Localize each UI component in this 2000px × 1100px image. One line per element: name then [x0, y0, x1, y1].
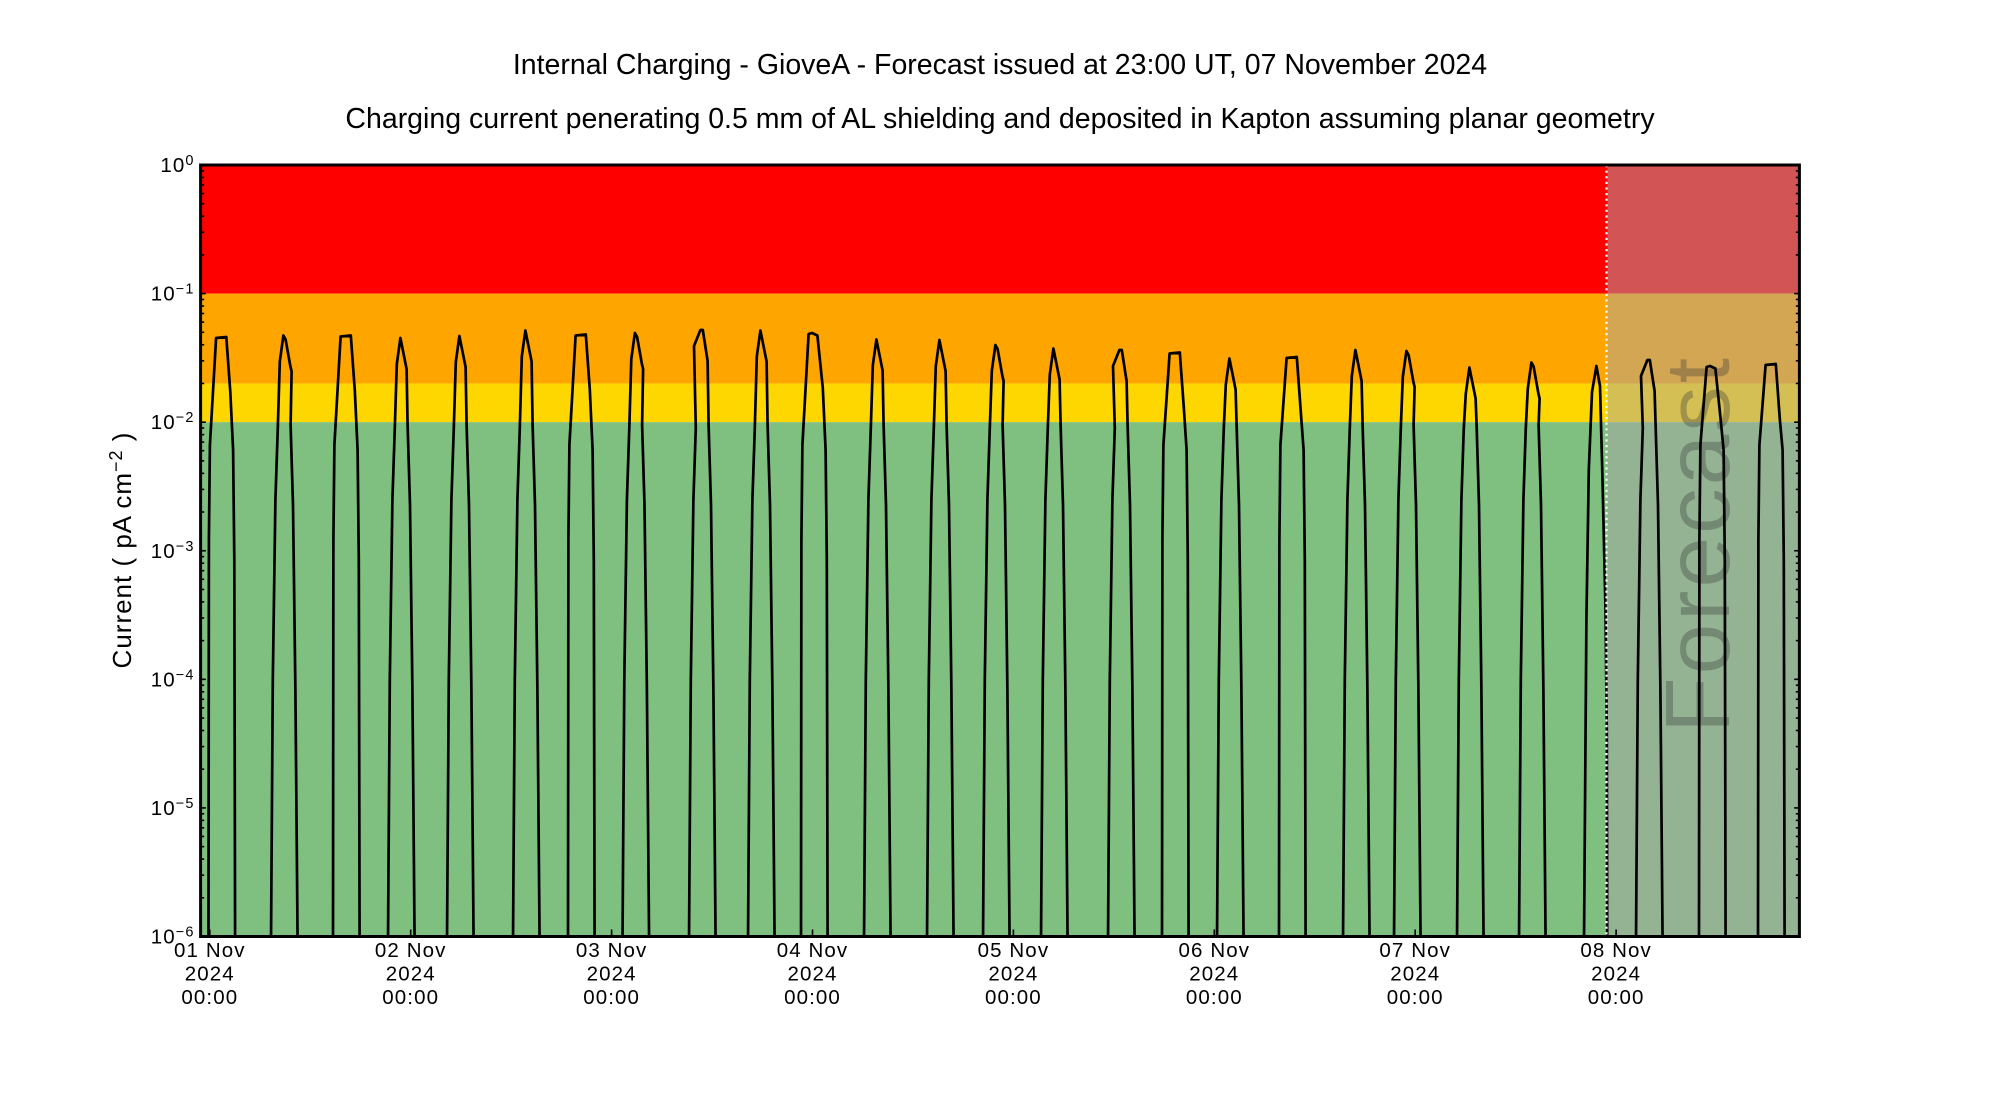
- svg-text:10−2: 10−2: [151, 410, 195, 434]
- svg-text:Internal Charging - GioveA - F: Internal Charging - GioveA - Forecast is…: [513, 49, 1487, 81]
- svg-text:10−6: 10−6: [151, 925, 195, 949]
- svg-text:10−3: 10−3: [151, 539, 195, 563]
- svg-text:Current ( pA cm−2 ): Current ( pA cm−2 ): [106, 432, 137, 669]
- svg-text:Charging current penerating 0.: Charging current penerating 0.5 mm of AL…: [345, 103, 1655, 135]
- svg-text:100: 100: [160, 153, 194, 177]
- svg-text:10−1: 10−1: [151, 282, 195, 306]
- svg-text:10−5: 10−5: [151, 796, 195, 820]
- svg-text:10−4: 10−4: [151, 667, 195, 691]
